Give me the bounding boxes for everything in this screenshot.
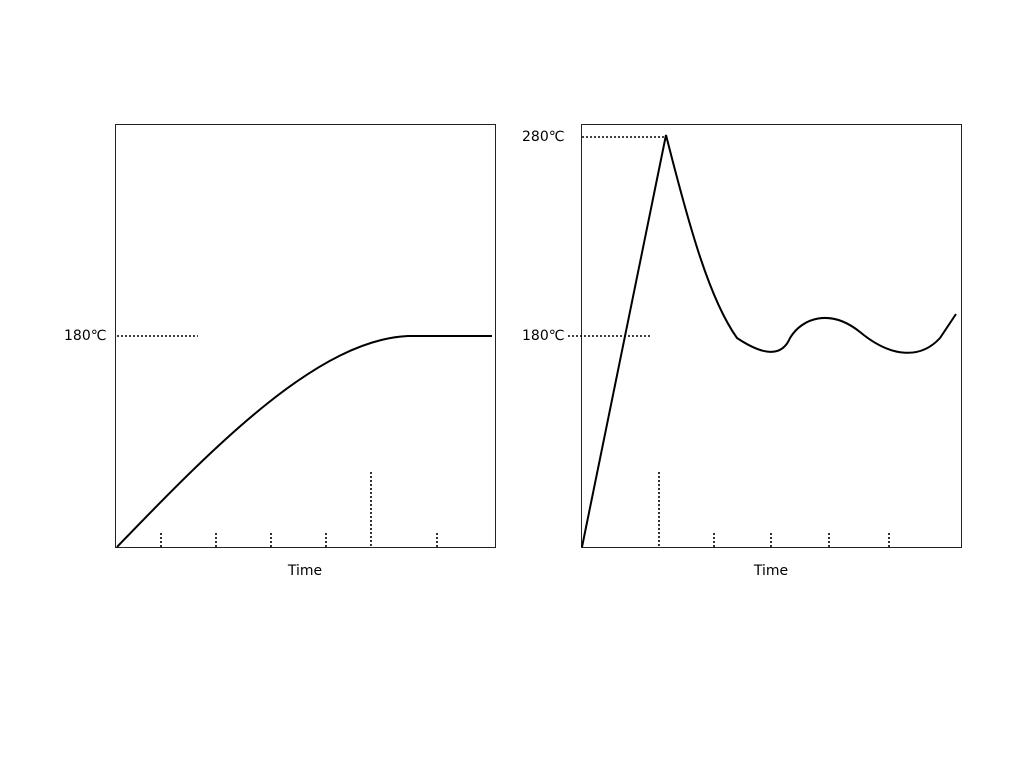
axis-label: Time [753, 563, 788, 579]
left-panel: 180℃ Time [64, 124, 496, 579]
temperature-curve [116, 335, 492, 548]
peak-label: 280℃ [522, 129, 564, 145]
level-label: 180℃ [522, 328, 564, 344]
right-panel: 280℃ 180℃ Time [522, 124, 962, 579]
level-label: 180℃ [64, 328, 106, 344]
axis-label: Time [287, 563, 322, 579]
temperature-curve [581, 134, 957, 548]
panel-frame [581, 124, 962, 548]
panel-frame [115, 124, 496, 548]
